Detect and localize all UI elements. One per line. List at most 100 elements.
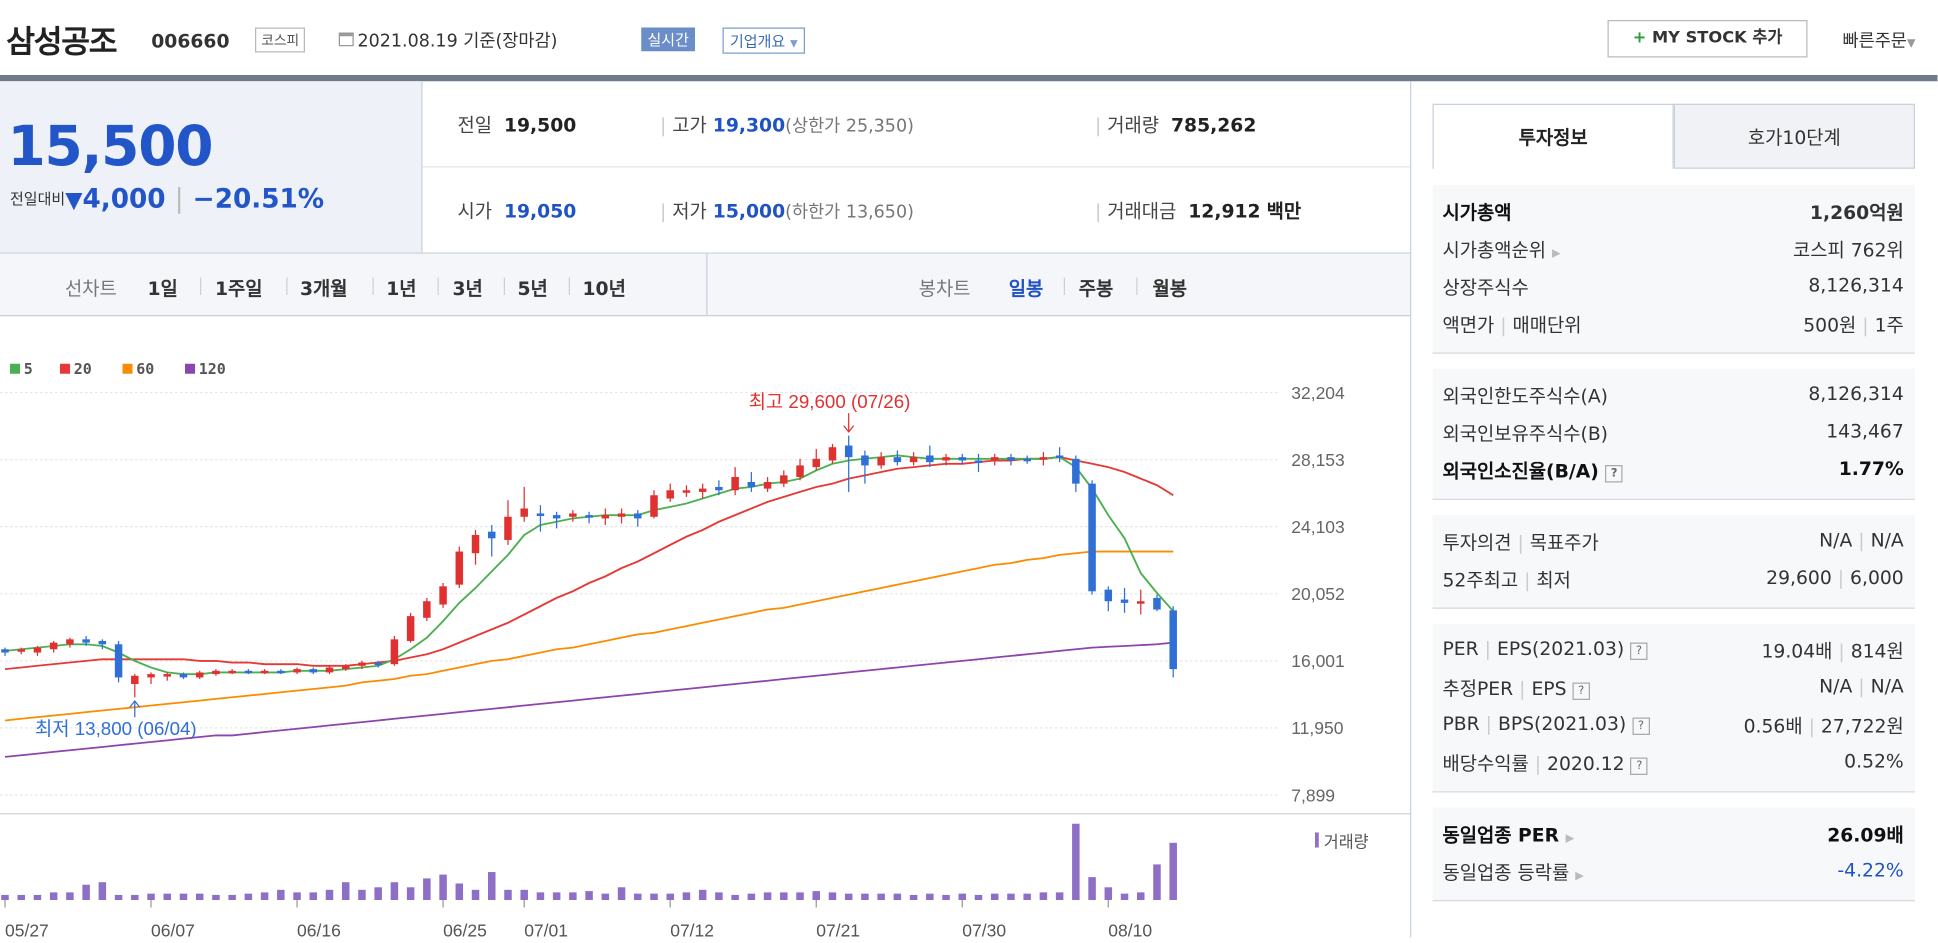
candle-body [877,457,885,466]
divider [706,253,708,317]
separator: | [1519,677,1526,701]
foreign-ratio-value: 1.77% [1838,457,1904,481]
foreign-hold-row: 외국인보유주식수(B) 143,467 [1433,414,1916,452]
separator [286,277,288,295]
stock-code: 006660 [151,30,230,53]
tab-weekly[interactable]: 주봉 [1078,277,1114,301]
volume-bar [423,878,431,900]
est-per-label: 추정PER | EPS ? [1443,675,1590,701]
candle-body [780,475,788,484]
y-tick-label: 20,052 [1291,584,1345,604]
volume-bar [1104,887,1113,900]
volume-bar [1137,892,1145,900]
candle-body [601,515,610,519]
separator: | [1095,200,1102,223]
tab-invest-info[interactable]: 투자정보 [1432,103,1674,169]
volume-bar [212,894,220,900]
help-icon[interactable]: ? [1605,465,1623,483]
company-overview-dropdown[interactable]: 기업개요 ▼ [722,27,806,54]
volume-bar [828,892,837,900]
help-icon[interactable]: ? [1630,757,1649,775]
candle-body [114,644,123,678]
volume-bar [277,889,285,900]
tab-1week[interactable]: 1주일 [215,277,263,301]
max-annotation: 최고 29,600 (07/26) [749,391,911,412]
tab-1year[interactable]: 1년 [386,277,417,301]
separator: | [660,113,667,137]
par-value-amount: 500원 [1803,313,1857,337]
volume-bar [244,893,253,900]
upper-limit: (상한가 25,350) [785,116,914,137]
quick-order-label: 빠른주문 [1842,31,1907,52]
open-value: 19,050 [503,200,577,223]
separator: | [660,200,667,223]
tab-5year[interactable]: 5년 [517,277,548,301]
separator: | [1524,568,1531,592]
legend-label: 5 [24,360,33,378]
pbr-row: PBR | BPS(2021.03) ? 0.56배 | 27,722원 [1433,706,1916,744]
tab-3month[interactable]: 3개월 [300,277,348,301]
sector-per-row[interactable]: 동일업종 PER ▶ 26.09배 [1433,815,1916,853]
change-label: 전일대비 [10,190,66,208]
add-my-stock-button[interactable]: + MY STOCK 추가 [1607,20,1808,58]
separator: | [1858,675,1865,698]
volume-bar [731,894,739,900]
foreign-hold-value: 143,467 [1826,420,1904,443]
pbr-value: 0.56배 | 27,722원 [1744,713,1904,739]
volume: | 거래량 785,262 [1095,111,1256,137]
help-icon[interactable]: ? [1632,717,1650,735]
tab-10year[interactable]: 10년 [582,277,626,301]
pbr-text: PBR [1442,712,1480,736]
y-tick-label: 7,899 [1291,785,1335,805]
candle-body [195,672,204,678]
separator: | [1862,313,1869,337]
ma20-line [4,456,1174,671]
candle-body [82,639,90,643]
candle-body [698,488,707,492]
open-price: 시가 19,050 [458,198,577,224]
candle-body [163,674,171,677]
candle-body [1104,589,1113,602]
market-cap-label: 시가총액 [1442,201,1512,224]
est-per-value-text: N/A [1819,675,1853,698]
candle-body [455,551,464,585]
separator: | [1500,313,1507,337]
tab-3year[interactable]: 3년 [452,277,483,301]
volume-bar [17,894,25,900]
trade-unit-label: 매매단위 [1512,313,1582,337]
tab-monthly[interactable]: 월봉 [1152,277,1188,301]
x-tick-label: 07/01 [524,920,568,937]
candle-body [1007,457,1015,461]
y-tick-label: 16,001 [1291,651,1345,671]
candle-body [179,674,188,678]
realtime-button[interactable]: 실시간 [641,27,696,52]
market-cap-rank: 코스피 762위 [1792,238,1904,262]
stock-header: 삼성공조 006660 코스피 2021.08.19 기준(장마감) 실시간 기… [0,0,1938,78]
volume-bar [1153,864,1161,900]
trade-unit-value: 1주 [1874,313,1904,337]
separator: | [1858,528,1865,552]
tab-daily[interactable]: 일봉 [1008,277,1044,301]
tab-1day[interactable]: 1일 [147,277,178,301]
help-icon[interactable]: ? [1630,642,1648,660]
legend-label: 20 [74,360,92,378]
high52-label: 52주최고 [1442,568,1519,592]
quick-order-menu[interactable]: 빠른주문▼ [1843,28,1916,53]
separator [372,277,374,295]
tab-orderbook[interactable]: 호가10단계 [1673,103,1915,169]
par-value-label: 액면가 | 매매단위 [1443,311,1582,337]
volume-bar [114,894,123,900]
help-icon[interactable]: ? [1572,682,1590,700]
separator [568,277,570,295]
market-cap-rank-row[interactable]: 시가총액순위 ▶ 코스피 762위 [1433,230,1916,268]
sector-change-value: -4.22% [1837,858,1904,882]
dividend-text: 배당수익률 [1442,752,1529,776]
candle-body [958,457,967,461]
listed-shares-row: 상장주식수 8,126,314 [1433,268,1916,306]
volume-bar [374,887,382,900]
y-tick-label: 32,204 [1291,383,1345,403]
high-price: | 고가 19,300(상한가 25,350) [660,111,914,137]
chart-svg: 32,204 28,153 24,103 20,052 16,001 11,950 7,89… [0,360,1410,940]
sector-change-row[interactable]: 동일업종 등락률 ▶ -4.22% [1433,853,1916,891]
separator: | [1517,531,1524,554]
